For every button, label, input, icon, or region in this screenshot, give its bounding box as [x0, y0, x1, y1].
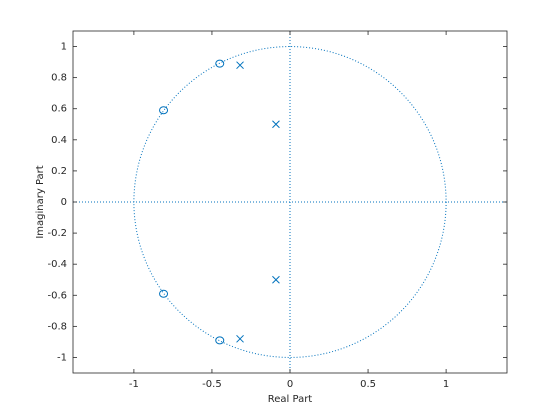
x-tick-label: 0.5: [360, 379, 376, 390]
zero-marker: [159, 106, 169, 115]
y-tick-label: -0.8: [47, 321, 67, 332]
y-tick-label: 0.4: [51, 135, 67, 146]
x-tick-label: 1: [443, 379, 449, 390]
x-tick-label: 0: [287, 379, 293, 390]
y-tick-label: -0.6: [47, 290, 67, 301]
unit-circle: [133, 46, 447, 358]
y-tick-label: -0.4: [47, 259, 67, 270]
pole-marker: [272, 120, 280, 129]
y-tick-label: 0.6: [51, 104, 67, 115]
y-tick-label: 0.8: [51, 73, 67, 84]
y-tick-label: 0.2: [51, 166, 67, 177]
x-tick-label: -0.5: [202, 379, 222, 390]
y-tick-label: 0: [61, 197, 67, 208]
y-axis-label: Imaginary Part: [35, 165, 46, 238]
y-tick-label: 1: [61, 42, 67, 53]
x-tick-label: -1: [129, 379, 139, 390]
y-tick-label: -0.2: [47, 228, 67, 239]
pole-marker: [236, 61, 244, 70]
pole-marker: [236, 334, 244, 343]
zero-marker: [215, 336, 225, 345]
zero-marker: [159, 289, 169, 298]
y-tick-label: -1: [57, 352, 67, 363]
pole-marker: [272, 275, 280, 284]
x-axis-label: Real Part: [268, 394, 313, 405]
zero-marker: [215, 59, 225, 68]
